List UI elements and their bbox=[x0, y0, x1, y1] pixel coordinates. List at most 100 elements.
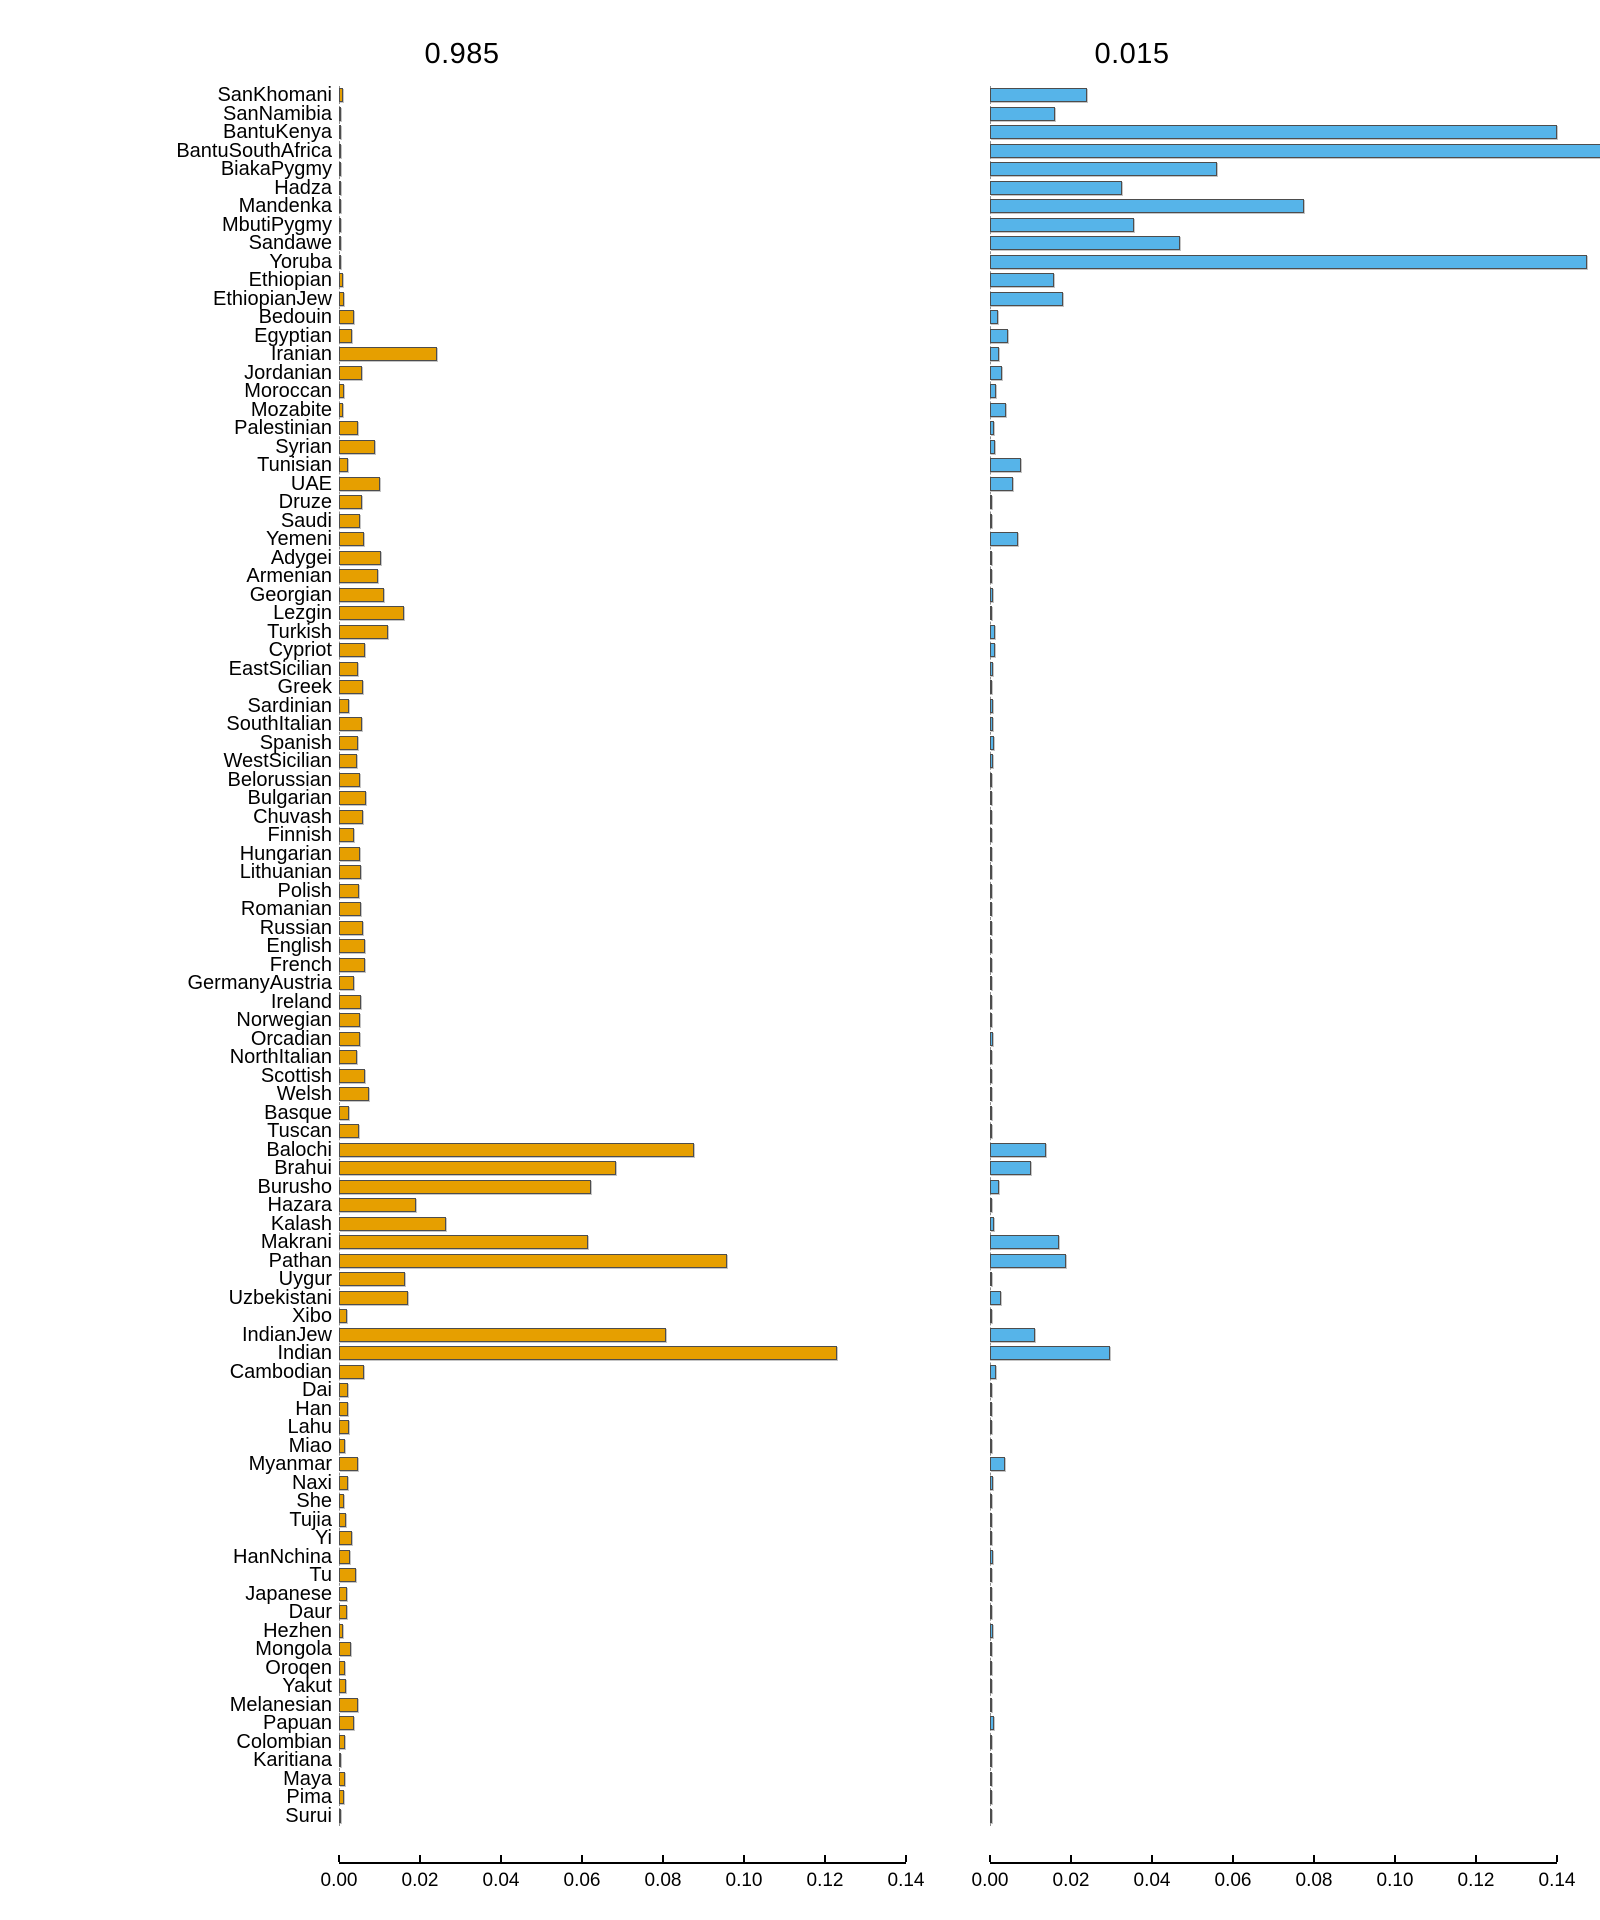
row-label: Kalash bbox=[270, 1212, 332, 1235]
row-label: Xibo bbox=[291, 1305, 332, 1327]
bar-right-Yakut bbox=[990, 1679, 992, 1693]
row-label: Ethiopian bbox=[248, 269, 332, 291]
bar-left-EthiopianJew bbox=[339, 291, 344, 306]
bar-left-HanNchina bbox=[339, 1549, 350, 1564]
bar-right-Japanese bbox=[990, 1586, 992, 1601]
row-label: Hezhen bbox=[263, 1619, 332, 1642]
bar-right-Yoruba bbox=[990, 254, 1588, 269]
bar-left-Xibo bbox=[339, 1309, 347, 1323]
bar-left-Colombian bbox=[339, 1734, 345, 1749]
bar-left-Tunisian bbox=[339, 458, 348, 472]
row-label: MbutiPygmy bbox=[221, 213, 332, 236]
bar-right-French bbox=[990, 957, 993, 972]
row-label: NorthItalian bbox=[229, 1046, 332, 1068]
bar-left-Druze bbox=[339, 495, 363, 509]
row-label: IndianJew bbox=[241, 1323, 332, 1346]
bar-left-English bbox=[339, 939, 365, 953]
bar-left-Naxi bbox=[339, 1475, 349, 1490]
bar-left-Indian bbox=[339, 1346, 838, 1360]
bar-right-Welsh bbox=[990, 1087, 992, 1101]
bar-left-Myanmar bbox=[339, 1457, 358, 1471]
bar-right-Polish bbox=[990, 883, 992, 898]
x-axis-tick-label: 0.06 bbox=[563, 1870, 601, 1891]
bar-right-Basque bbox=[990, 1105, 993, 1120]
x-axis-tick-label: 0.04 bbox=[482, 1870, 520, 1891]
bar-left-Surui bbox=[339, 1808, 341, 1823]
row-label: Chuvash bbox=[253, 805, 332, 828]
x-axis-tick-label: 0.10 bbox=[725, 1870, 763, 1891]
row-label: Mozabite bbox=[250, 398, 332, 421]
x-axis-tick bbox=[581, 1855, 583, 1862]
row-label: Surui bbox=[285, 1804, 332, 1827]
row-label: Karitiana bbox=[253, 1749, 332, 1771]
row-label: Georgian bbox=[249, 583, 332, 606]
bar-left-Mandenka bbox=[339, 199, 341, 213]
row-label: Iranian bbox=[270, 343, 332, 365]
bar-left-BantuSouthAfrica bbox=[339, 143, 341, 158]
bar-right-EthiopianJew bbox=[990, 291, 1064, 306]
row-label: Norwegian bbox=[236, 1009, 332, 1031]
bar-right-Mandenka bbox=[990, 199, 1304, 213]
row-label: BantuSouthAfrica bbox=[176, 139, 332, 162]
row-label: Hungarian bbox=[239, 842, 332, 865]
bar-right-Sandawe bbox=[990, 236, 1181, 250]
row-label: Tu bbox=[309, 1564, 332, 1586]
row-label: Cypriot bbox=[268, 639, 332, 661]
bar-right-Bulgarian bbox=[990, 791, 993, 805]
row-label: Colombian bbox=[236, 1730, 332, 1753]
bar-left-Tujia bbox=[339, 1512, 347, 1527]
row-label: Myanmar bbox=[248, 1453, 332, 1475]
bar-left-Chuvash bbox=[339, 809, 363, 824]
bar-left-Tuscan bbox=[339, 1124, 359, 1138]
zero-baseline bbox=[339, 86, 340, 1826]
row-label: SanKhomani bbox=[217, 84, 332, 106]
bar-left-Balochi bbox=[339, 1142, 695, 1157]
bar-left-Saudi bbox=[339, 513, 361, 528]
row-label: Miao bbox=[288, 1434, 332, 1457]
x-axis-tick-label: 0.12 bbox=[1457, 1870, 1495, 1891]
bar-right-Han bbox=[990, 1401, 992, 1416]
bar-left-Hadza bbox=[339, 180, 342, 195]
bar-left-French bbox=[339, 957, 365, 972]
row-label: Daur bbox=[288, 1601, 332, 1623]
bar-right-Mongola bbox=[990, 1642, 992, 1656]
row-label: Yakut bbox=[282, 1675, 332, 1697]
bar-right-Armenian bbox=[990, 569, 992, 583]
bar-left-Brahui bbox=[339, 1161, 616, 1175]
bar-right-UAE bbox=[990, 476, 1014, 491]
bar-right-Surui bbox=[990, 1808, 992, 1823]
x-axis-tick bbox=[905, 1855, 907, 1862]
bar-right-Burusho bbox=[990, 1179, 999, 1194]
bar-right-Turkish bbox=[990, 624, 995, 639]
row-label: Lahu bbox=[287, 1416, 333, 1438]
bar-right-Hazara bbox=[990, 1198, 993, 1212]
row-label: Romanian bbox=[240, 898, 332, 920]
bar-left-Moroccan bbox=[339, 384, 345, 398]
bar-right-Naxi bbox=[990, 1475, 994, 1490]
x-axis-tick bbox=[1475, 1855, 1477, 1862]
bar-left-Belorussian bbox=[339, 772, 360, 787]
row-label: Saudi bbox=[280, 509, 332, 532]
row-label: Tujia bbox=[289, 1508, 332, 1531]
bar-left-Kalash bbox=[339, 1216, 446, 1231]
row-label: GermanyAustria bbox=[187, 972, 333, 994]
bar-left-SanNamibia bbox=[339, 106, 341, 121]
bar-left-IndianJew bbox=[339, 1327, 667, 1342]
bar-right-Norwegian bbox=[990, 1013, 992, 1027]
bar-right-SanKhomani bbox=[990, 88, 1088, 102]
bar-left-Han bbox=[339, 1401, 348, 1416]
row-label: Tunisian bbox=[257, 454, 332, 476]
x-axis-tick-label: 0.04 bbox=[1133, 1870, 1171, 1891]
bar-right-English bbox=[990, 939, 992, 953]
bar-right-Karitiana bbox=[990, 1753, 992, 1767]
bar-right-SouthItalian bbox=[990, 717, 994, 731]
row-label: Pima bbox=[286, 1786, 332, 1808]
row-label: SanNamibia bbox=[223, 102, 332, 125]
row-label: EastSicilian bbox=[228, 657, 332, 680]
bar-left-Melanesian bbox=[339, 1697, 359, 1712]
row-label: Melanesian bbox=[229, 1693, 332, 1716]
row-label: Uygur bbox=[278, 1268, 332, 1290]
bar-left-Norwegian bbox=[339, 1013, 360, 1027]
x-axis-line bbox=[339, 1862, 906, 1864]
bar-right-Syrian bbox=[990, 439, 995, 454]
